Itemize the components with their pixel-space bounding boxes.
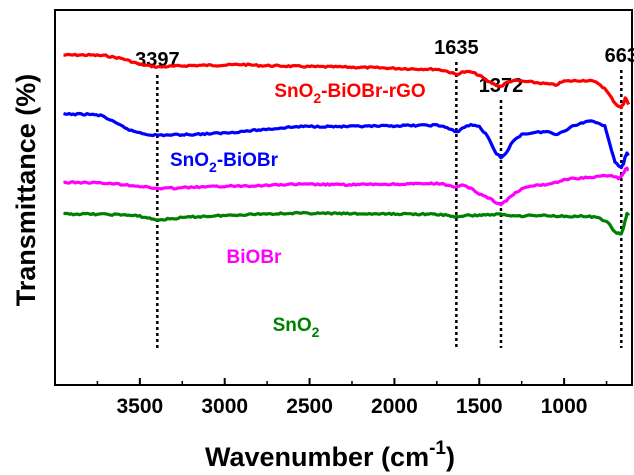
x-tick-label-3500: 3500 — [116, 395, 163, 418]
peak-label-663: 663 — [605, 45, 634, 67]
series-line-SnO2-BiOBr-rGO — [63, 52, 631, 110]
x-axis-title-close: ) — [446, 442, 455, 472]
y-axis-title: Transmittance (%) — [11, 74, 41, 307]
x-axis-title: Wavenumber (cm-1) — [205, 438, 455, 472]
series-line-SnO2-BiOBr — [63, 111, 630, 170]
series-label-BiOBr: BiOBr — [227, 247, 283, 268]
plot-frame — [54, 9, 633, 386]
peak-label-1635: 1635 — [434, 37, 479, 59]
x-tick-label-2500: 2500 — [286, 395, 333, 418]
x-tick-label-1000: 1000 — [541, 395, 588, 418]
x-axis-title-main: Wavenumber (cm — [205, 442, 429, 472]
x-tick-label-1500: 1500 — [456, 395, 503, 418]
series-label-SnO2: SnO2 — [273, 315, 320, 340]
series-label-SnO2-BiOBr: SnO2-BiOBr — [170, 150, 279, 175]
series-line-BiOBr — [63, 166, 630, 207]
series-label-SnO2-BiOBr-rGO: SnO2-BiOBr-rGO — [274, 81, 425, 106]
x-axis-title-sup: -1 — [429, 438, 446, 459]
x-tick-label-3000: 3000 — [201, 395, 248, 418]
x-tick-label-2000: 2000 — [371, 395, 418, 418]
series-line-SnO2 — [63, 210, 631, 236]
